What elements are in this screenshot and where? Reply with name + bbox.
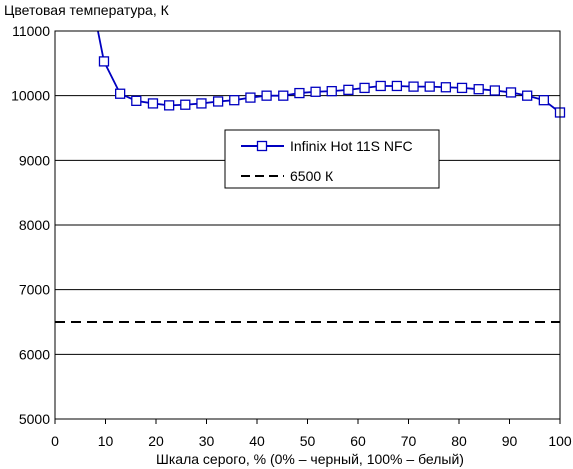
data-point — [538, 95, 549, 106]
y-tick-labels: 5000 6000 7000 8000 9000 10000 11000 — [11, 23, 50, 427]
x-tick-label: 90 — [502, 433, 518, 449]
y-tick-label: 5000 — [19, 411, 50, 427]
data-point — [163, 100, 175, 111]
data-point — [114, 88, 126, 99]
legend: Infinix Hot 11S NFC 6500 К — [224, 129, 440, 189]
data-point — [522, 90, 533, 101]
x-tick-label: 80 — [451, 433, 467, 449]
data-point — [456, 82, 468, 94]
data-point — [440, 82, 452, 93]
y-tick-label: 8000 — [19, 217, 50, 233]
x-tick-label: 20 — [148, 433, 164, 449]
data-point — [343, 84, 354, 95]
legend-label-6500k: 6500 К — [290, 168, 334, 184]
data-point — [229, 95, 240, 106]
x-tick-label: 40 — [249, 433, 265, 449]
y-tick-label: 11000 — [12, 23, 50, 39]
x-axis-title: Шкала серого, % (0% – черный, 100% – бел… — [156, 451, 464, 467]
data-point — [408, 81, 419, 92]
data-point — [98, 56, 110, 67]
legend-label-infinix: Infinix Hot 11S NFC — [290, 138, 413, 154]
series-layer — [55, 30, 566, 323]
data-point — [473, 84, 484, 95]
data-point — [196, 98, 207, 109]
data-point — [147, 98, 159, 109]
x-tick-labels: 0 10 20 30 40 50 60 70 80 90 100 — [51, 419, 572, 449]
data-point — [391, 80, 403, 92]
legend-marker-infinix — [256, 140, 268, 152]
x-tick-label: 70 — [401, 433, 417, 449]
x-tick-label: 50 — [300, 433, 316, 449]
legend-box — [224, 129, 440, 189]
data-point — [375, 80, 386, 92]
data-point — [180, 99, 191, 110]
x-tick-label: 30 — [199, 433, 215, 449]
data-point — [489, 85, 501, 96]
data-point — [310, 86, 321, 97]
y-axis-title: Цветовая температура, К — [4, 2, 170, 18]
x-tick-label: 100 — [548, 433, 572, 449]
data-point — [261, 90, 272, 101]
x-tick-label: 60 — [350, 433, 366, 449]
data-point — [131, 95, 142, 106]
data-point — [245, 92, 256, 103]
y-tick-label: 6000 — [19, 346, 50, 362]
y-tick-label: 9000 — [19, 152, 50, 168]
y-tick-label: 10000 — [11, 88, 50, 104]
data-point — [359, 82, 370, 94]
data-point — [278, 90, 289, 101]
x-tick-label: 0 — [51, 433, 59, 449]
data-point — [505, 87, 517, 98]
x-tick-label: 10 — [98, 433, 114, 449]
y-tick-label: 7000 — [19, 282, 50, 298]
data-point — [326, 85, 337, 97]
data-point — [294, 87, 305, 99]
data-point — [212, 96, 224, 107]
data-point — [424, 81, 435, 92]
